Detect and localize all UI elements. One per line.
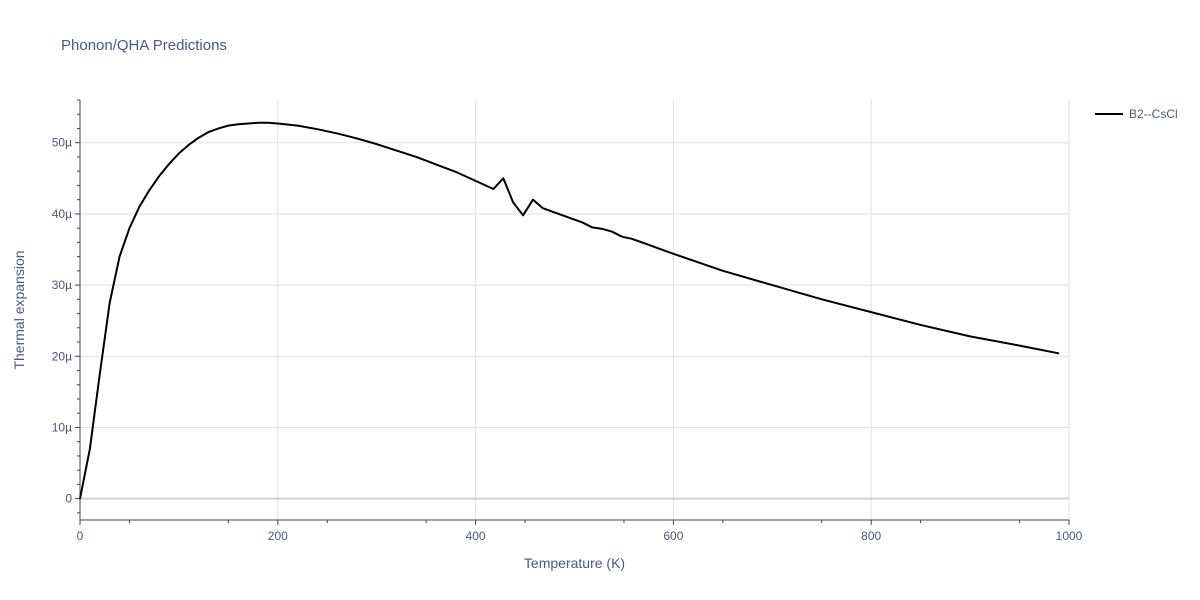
y-axis-title: Thermal expansion (11, 250, 27, 369)
x-tick-label: 600 (663, 529, 683, 543)
axes: 0 200 400 600 800 1000 0 10µ 20µ 30µ 40µ 50µ (52, 99, 1083, 543)
x-tick-label: 400 (466, 529, 486, 543)
legend-label: B2--CsCl (1129, 107, 1178, 121)
y-tick-label: 50µ (52, 136, 72, 150)
x-tick-label: 1000 (1056, 529, 1083, 543)
x-tick-label: 800 (861, 529, 881, 543)
y-tick-label: 0 (65, 492, 72, 506)
x-tick-label: 0 (77, 529, 84, 543)
y-tick-label: 20µ (52, 349, 72, 363)
grid (80, 100, 1070, 520)
chart-title: Phonon/QHA Predictions (61, 37, 227, 54)
series-line[interactable] (79, 121, 1060, 499)
series-layer (79, 121, 1060, 499)
x-axis-title: Temperature (K) (524, 555, 625, 571)
y-tick-label: 40µ (52, 207, 72, 221)
legend[interactable]: B2--CsCl (1095, 107, 1178, 121)
x-tick-label: 200 (268, 529, 288, 543)
y-tick-label: 10µ (52, 420, 72, 434)
y-tick-label: 30µ (52, 278, 72, 292)
